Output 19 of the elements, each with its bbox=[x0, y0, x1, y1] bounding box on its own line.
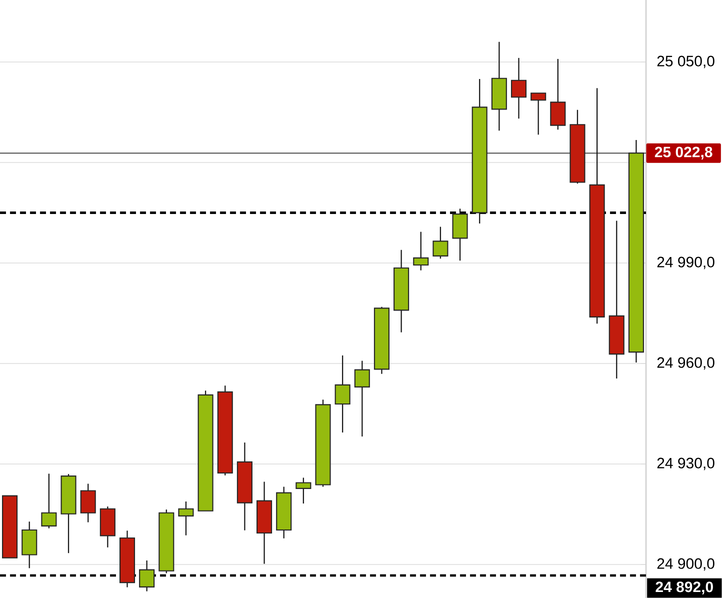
text: 24 892,0 bbox=[656, 582, 713, 594]
candlestick bbox=[139, 560, 155, 592]
candlestick bbox=[354, 360, 370, 438]
candlestick bbox=[432, 226, 448, 260]
candlestick bbox=[41, 473, 57, 529]
y-tick-label: 24 930,0 bbox=[657, 458, 714, 470]
candlestick bbox=[80, 483, 96, 523]
ref-line-label: 25 022,8 bbox=[654, 146, 712, 160]
candlestick bbox=[413, 231, 429, 271]
y-tick-label: 24 960,0 bbox=[657, 357, 714, 370]
candlestick bbox=[510, 57, 527, 120]
y-tick-label: 24 990,0 bbox=[657, 256, 714, 270]
y-tick-label: 25 050,0 bbox=[657, 56, 714, 68]
candlestick bbox=[296, 477, 312, 504]
candlestick bbox=[530, 92, 546, 136]
candlestick bbox=[550, 58, 566, 130]
y-tick-label: 24 900,0 bbox=[657, 558, 714, 571]
candlestick bbox=[334, 354, 350, 434]
candlestick bbox=[178, 500, 194, 536]
